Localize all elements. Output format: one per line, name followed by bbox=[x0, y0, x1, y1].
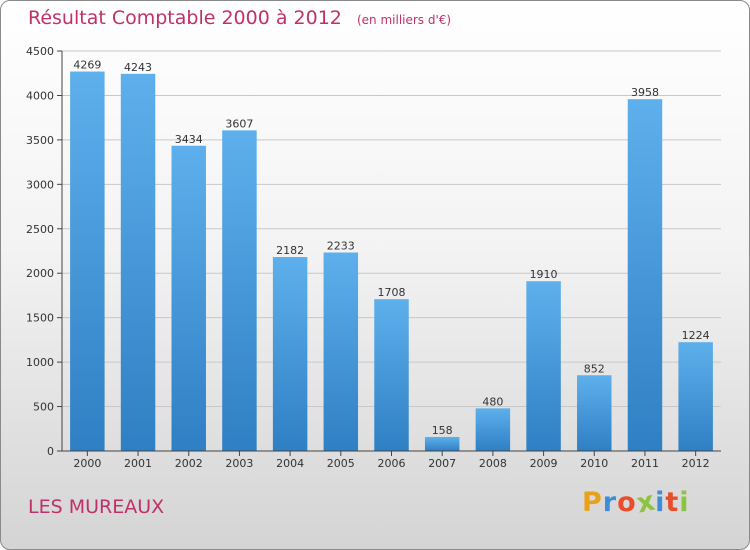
logo-letter: r bbox=[602, 487, 618, 518]
bars bbox=[70, 71, 713, 452]
data-label: 3434 bbox=[175, 133, 203, 146]
title-main: Résultat Comptable 2000 à 2012 bbox=[28, 7, 342, 29]
logo-letter: o bbox=[617, 487, 637, 518]
x-tick-label: 2000 bbox=[73, 457, 101, 470]
bar bbox=[374, 299, 409, 451]
data-label: 3607 bbox=[225, 117, 253, 130]
bar bbox=[627, 99, 663, 451]
data-label: 480 bbox=[482, 395, 503, 408]
y-tick-label: 4000 bbox=[26, 89, 54, 102]
x-tick-label: 2003 bbox=[225, 457, 253, 470]
data-label: 4269 bbox=[73, 59, 101, 72]
x-tick-label: 2005 bbox=[327, 457, 355, 470]
data-label: 1708 bbox=[378, 286, 406, 299]
x-axis-ticks: 2000 2001 2002 2003 2004 2005 2006 2007 2008 2009… bbox=[73, 451, 710, 470]
bar bbox=[120, 73, 156, 451]
x-tick-label: 2007 bbox=[428, 457, 456, 470]
x-tick-label: 2010 bbox=[580, 457, 608, 470]
y-tick-label: 3000 bbox=[26, 178, 54, 191]
y-tick-label: 1500 bbox=[26, 312, 54, 325]
y-tick-label: 1000 bbox=[26, 356, 54, 369]
bar bbox=[678, 342, 713, 451]
data-label: 1910 bbox=[530, 268, 558, 281]
y-tick-label: 4500 bbox=[26, 45, 54, 58]
data-label: 2233 bbox=[327, 240, 355, 253]
x-tick-label: 2002 bbox=[175, 457, 203, 470]
bar bbox=[577, 375, 612, 451]
logo-letter: P bbox=[582, 487, 603, 518]
bar bbox=[526, 281, 561, 451]
y-tick-label: 2000 bbox=[26, 267, 54, 280]
y-tick-label: 0 bbox=[47, 445, 54, 458]
bar bbox=[222, 130, 257, 451]
x-tick-label: 2008 bbox=[479, 457, 507, 470]
y-tick-label: 2500 bbox=[26, 223, 54, 236]
title-unit: (en milliers d'€) bbox=[356, 13, 452, 27]
x-tick-label: 2012 bbox=[682, 457, 710, 470]
x-tick-label: 2004 bbox=[276, 457, 304, 470]
chart-title: Résultat Comptable 2000 à 2012 (en milli… bbox=[28, 7, 451, 29]
data-label: 2182 bbox=[276, 244, 304, 257]
city-name: LES MUREAUX bbox=[28, 496, 165, 518]
proxiti-logo: Proxiti bbox=[582, 485, 690, 519]
data-labels: 4269 4243 3434 3607 2182 2233 1708 158 480 1910 85… bbox=[73, 59, 709, 437]
bar bbox=[323, 252, 359, 451]
bar bbox=[475, 408, 511, 451]
bar bbox=[272, 257, 308, 451]
logo-letter: i bbox=[655, 487, 666, 518]
x-tick-label: 2011 bbox=[631, 457, 659, 470]
logo-letter: i bbox=[679, 487, 690, 518]
bar bbox=[171, 145, 206, 451]
bar bbox=[424, 436, 460, 451]
logo-letter: t bbox=[665, 487, 680, 518]
data-label: 3958 bbox=[631, 86, 659, 99]
data-label: 1224 bbox=[682, 329, 710, 342]
data-label: 4243 bbox=[124, 61, 152, 74]
x-tick-label: 2009 bbox=[530, 457, 558, 470]
bar bbox=[70, 71, 105, 452]
y-tick-label: 3500 bbox=[26, 134, 54, 147]
x-tick-label: 2006 bbox=[378, 457, 406, 470]
data-label: 158 bbox=[432, 424, 453, 437]
x-tick-label: 2001 bbox=[124, 457, 152, 470]
y-tick-label: 500 bbox=[33, 401, 54, 414]
y-axis-ticks: 0 500 1000 1500 2000 2500 3000 3500 4000 4500 bbox=[26, 45, 62, 458]
data-label: 852 bbox=[584, 362, 605, 375]
